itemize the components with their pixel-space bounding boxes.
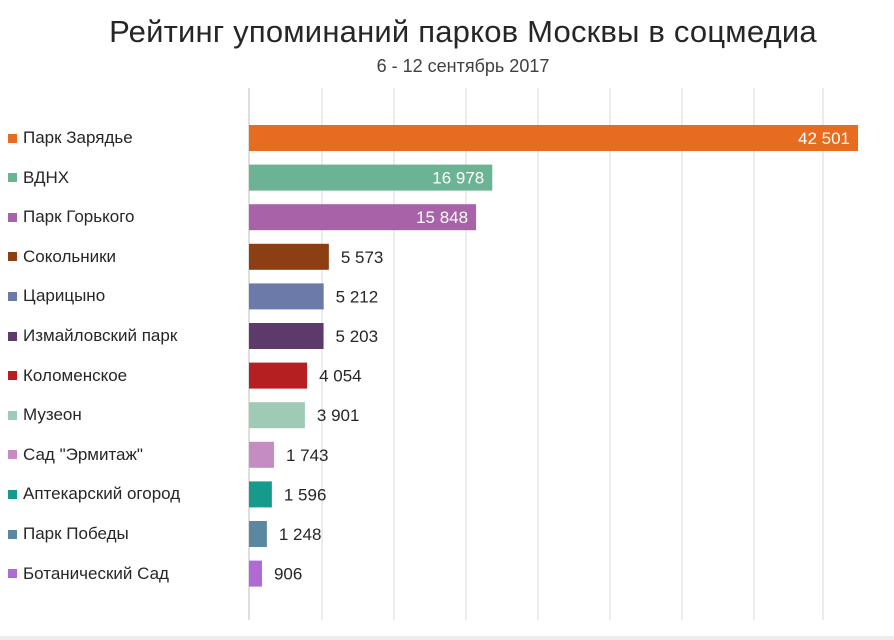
bar — [249, 204, 477, 231]
legend-item: Ботанический Сад — [8, 564, 169, 584]
legend-label: Парк Победы — [23, 524, 129, 543]
legend-item: ВДНХ — [8, 168, 69, 188]
bar — [249, 521, 267, 547]
legend-item: Парк Горького — [8, 207, 135, 227]
legend-label: Царицыно — [23, 286, 106, 306]
bar — [249, 164, 493, 191]
legend-swatch — [8, 410, 17, 420]
legend-item: Парк Зарядье — [8, 128, 133, 148]
legend-swatch — [8, 331, 17, 341]
legend-swatch — [8, 450, 17, 460]
data-label: 3 901 — [317, 406, 360, 425]
legend-label: Измайловский парк — [23, 326, 178, 345]
legend-item: Парк Победы — [8, 524, 129, 544]
legend-item: Музеон — [8, 405, 82, 425]
data-label: 4 054 — [319, 367, 362, 386]
chart-title: Рейтинг упоминаний парков Москвы в соцме… — [109, 14, 817, 49]
data-label: 906 — [274, 565, 302, 584]
bottom-border — [0, 636, 894, 640]
data-label: 1 596 — [284, 485, 327, 504]
data-label: 15 848 — [416, 208, 468, 227]
legend-label: Парк Зарядье — [23, 128, 133, 147]
legend-label: Ботанический Сад — [23, 563, 169, 583]
legend-swatch — [8, 252, 17, 262]
data-label: 1 743 — [286, 446, 329, 465]
legend-swatch — [8, 529, 17, 539]
bar — [249, 243, 329, 270]
data-label: 1 248 — [279, 525, 322, 544]
chart-subtitle: 6 - 12 сентябрь 2017 — [376, 56, 550, 76]
bar — [249, 560, 262, 587]
legend-item: Сокольники — [8, 247, 116, 267]
legend-item: Сад "Эрмитаж" — [8, 445, 143, 465]
legend-label: Аптекарский огород — [23, 484, 181, 504]
data-label: 16 978 — [432, 169, 484, 188]
legend: Парк Зарядье ВДНХ Парк Горького Сокольники Ц… — [0, 0, 240, 640]
bar — [249, 481, 272, 508]
legend-swatch — [8, 569, 17, 579]
legend-item: Измайловский парк — [8, 326, 177, 346]
legend-swatch — [8, 212, 17, 222]
legend-label: Парк Горького — [23, 207, 135, 227]
legend-swatch — [8, 291, 17, 301]
legend-label: Музеон — [23, 405, 82, 425]
legend-swatch — [8, 489, 17, 499]
legend-label: Коломенское — [23, 365, 128, 385]
legend-item: Аптекарский огород — [8, 484, 180, 504]
bar — [249, 362, 308, 389]
bar — [249, 125, 858, 151]
data-label: 42 501 — [798, 129, 850, 148]
legend-item: Царицыно — [8, 286, 105, 306]
data-label: 5 573 — [341, 248, 384, 267]
data-label: 5 212 — [336, 287, 379, 306]
legend-label: Сокольники — [23, 246, 117, 266]
bar — [249, 402, 305, 429]
bar — [249, 283, 324, 310]
data-label: 5 203 — [336, 327, 379, 346]
legend-swatch — [8, 371, 17, 381]
legend-label: ВДНХ — [23, 167, 70, 187]
legend-swatch — [8, 133, 17, 143]
legend-item: Коломенское — [8, 366, 127, 386]
legend-label: Сад "Эрмитаж" — [23, 444, 143, 464]
legend-swatch — [8, 173, 17, 183]
bar — [249, 323, 324, 349]
bar — [249, 441, 274, 468]
